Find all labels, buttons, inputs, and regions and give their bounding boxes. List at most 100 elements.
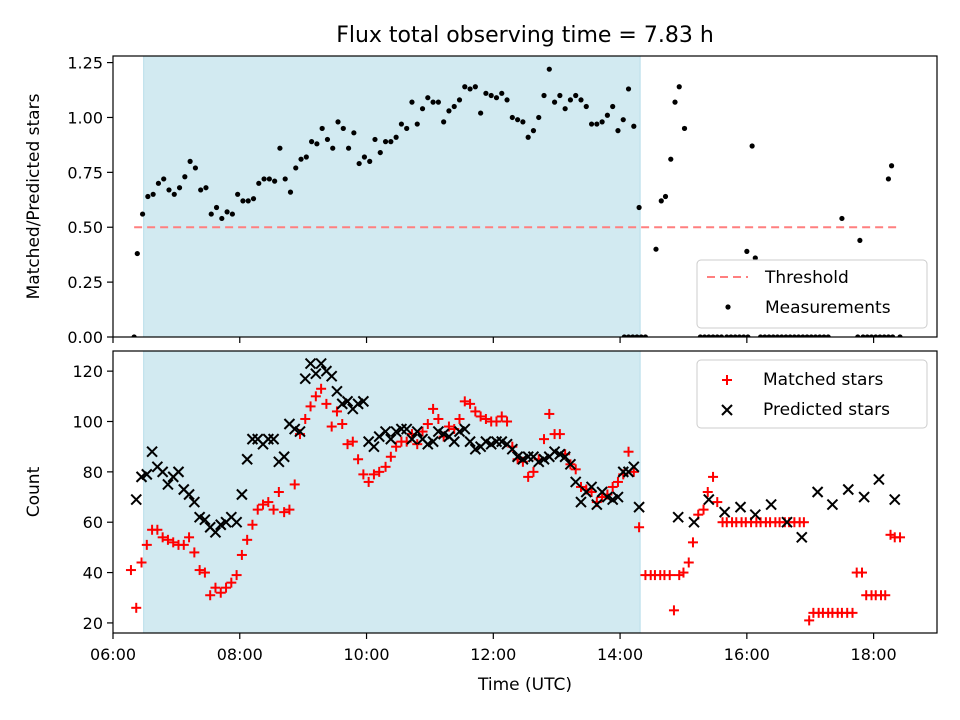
- measurement-point: [551, 99, 558, 105]
- measurement-point: [187, 158, 193, 164]
- measurement-point: [787, 334, 793, 337]
- measurement-point: [377, 149, 383, 156]
- measurement-point: [621, 334, 627, 337]
- axes-frame: [112, 55, 938, 338]
- y-tick-label: 120: [72, 362, 103, 381]
- measurement-point: [881, 334, 887, 337]
- measurement-point: [615, 128, 621, 134]
- measurement-point: [642, 334, 649, 337]
- legend: Matched stars Predicted stars: [696, 359, 928, 429]
- measurement-point: [594, 121, 600, 127]
- measurement-point: [330, 145, 336, 151]
- measurement-point: [441, 119, 447, 125]
- measurement-point: [493, 95, 500, 101]
- measurement-point: [419, 106, 426, 112]
- chart-title: Flux total observing time = 7.83 h: [336, 23, 714, 48]
- measurement-point: [499, 90, 505, 96]
- plot-area: [125, 357, 906, 626]
- measurement-point: [134, 250, 140, 257]
- measurement-point: [557, 92, 563, 99]
- measurement-point: [610, 103, 616, 110]
- measurement-point: [567, 97, 574, 103]
- measurement-point: [515, 117, 521, 123]
- axes-frame: [112, 350, 938, 634]
- measurement-point: [701, 334, 708, 337]
- measurement-point: [588, 121, 595, 127]
- measurement-point: [658, 198, 664, 204]
- y-tick-label: 100: [72, 413, 103, 432]
- measurement-point: [732, 334, 738, 337]
- measurement-point: [525, 134, 531, 140]
- measurement-point: [208, 211, 214, 217]
- measurement-point: [478, 110, 484, 116]
- y-tick-label: 0.50: [67, 218, 103, 237]
- measurement-point: [235, 191, 241, 197]
- x-tick-label: 06:00: [90, 645, 136, 664]
- measurement-point: [636, 204, 642, 211]
- measurement-point: [630, 334, 636, 337]
- x-tick-label: 14:00: [597, 645, 643, 664]
- measurement-point: [634, 334, 640, 337]
- measurement-point: [171, 191, 177, 197]
- measurement-point: [825, 334, 831, 337]
- measurement-point: [697, 334, 703, 337]
- measurement-point: [472, 84, 478, 90]
- measurement-point: [229, 211, 235, 217]
- measurement-point: [150, 191, 156, 197]
- measurement-point: [282, 176, 288, 182]
- measurement-point: [599, 119, 605, 125]
- measurement-point: [393, 134, 399, 140]
- measurement-point: [620, 117, 626, 123]
- measurement-point: [800, 334, 806, 337]
- measurement-point: [520, 119, 526, 125]
- measurement-point: [388, 139, 394, 145]
- measurement-point: [298, 156, 304, 162]
- measurement-point: [578, 97, 584, 103]
- measurement-point: [710, 334, 716, 337]
- legend-frame: [696, 359, 928, 429]
- measurement-point: [250, 196, 257, 202]
- measurement-point: [757, 334, 764, 337]
- measurement-point: [857, 237, 863, 244]
- plot-area: [131, 66, 903, 337]
- measurement-point: [766, 334, 772, 337]
- measurement-point: [791, 334, 797, 337]
- measurement-point: [681, 125, 688, 132]
- measurement-point: [770, 334, 776, 337]
- measurement-point: [451, 103, 457, 110]
- measurement-point: [314, 141, 320, 147]
- measurement-point: [839, 215, 845, 222]
- measurement-point: [762, 334, 768, 337]
- measurement-point: [855, 334, 861, 337]
- measurement-point: [456, 97, 463, 103]
- measurement-point: [583, 103, 589, 110]
- measurement-point: [272, 178, 278, 184]
- measurement-point: [804, 334, 810, 337]
- x-tick-label: 10:00: [343, 645, 389, 664]
- measurement-point: [662, 193, 669, 200]
- measurement-point: [668, 156, 674, 162]
- y-tick-label: 60: [83, 513, 103, 532]
- x-tick-label: 16:00: [724, 645, 770, 664]
- measurement-point: [398, 121, 404, 127]
- x-axis-label: Time (UTC): [477, 675, 572, 695]
- legend: Threshold Measurements: [696, 259, 928, 329]
- observing-span: [143, 55, 641, 338]
- measurement-point: [504, 97, 510, 103]
- measurement-point: [287, 189, 294, 195]
- measurement-point: [873, 334, 879, 337]
- measurement-point: [718, 334, 725, 337]
- measurement-point: [245, 198, 251, 204]
- measurement-point: [868, 334, 875, 337]
- measurement-point: [261, 176, 267, 182]
- measurement-point: [213, 204, 220, 211]
- measurement-point: [166, 187, 172, 193]
- measurement-point: [372, 136, 378, 143]
- subplot-2: 20 40 60 80 100 120 06:00 08:00 10:00 12:00 14:00 1…: [24, 350, 938, 695]
- y-tick-label: 0.00: [67, 328, 103, 347]
- measurement-point: [340, 125, 346, 132]
- legend-label: Predicted stars: [763, 400, 890, 420]
- measurement-point: [435, 99, 441, 105]
- x-tick-label: 12:00: [470, 645, 516, 664]
